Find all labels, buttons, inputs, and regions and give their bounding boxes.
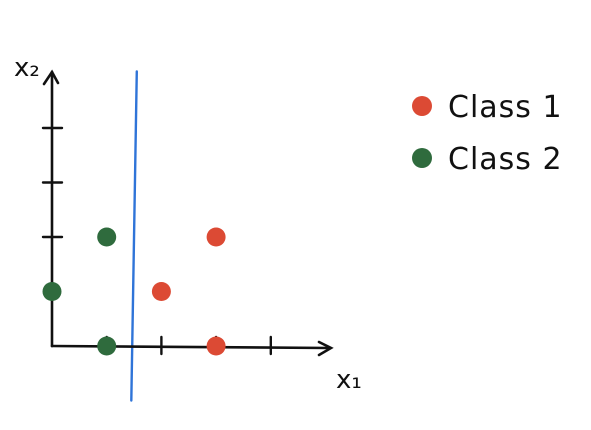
chart-points-layer (42, 227, 226, 356)
data-point-class-2-1 (97, 227, 117, 247)
separator-line (130, 70, 138, 402)
legend-label-class-2: Class 2 (448, 142, 563, 177)
legend-marker-class-1 (412, 96, 432, 116)
data-point-class-2-0 (42, 282, 62, 301)
x-axis-label: x₁ (336, 365, 362, 395)
x-axis-line (50, 344, 332, 350)
y-axis-arrowhead (42, 69, 60, 86)
data-point-class-1-2 (206, 336, 226, 356)
y-axis-label: x₂ (14, 53, 40, 83)
x-axis-arrowhead (317, 340, 334, 357)
chart-axes-layer (42, 69, 334, 357)
data-point-class-2-2 (97, 336, 117, 356)
chart-lines-layer (130, 70, 138, 402)
data-point-class-1-1 (206, 227, 226, 247)
chart-legend: Class 1 Class 2 (412, 90, 563, 177)
legend-label-class-1: Class 1 (448, 90, 563, 125)
legend-marker-class-2 (412, 148, 432, 168)
data-point-class-1-0 (151, 282, 171, 301)
chart-axis-labels-layer: x₂ x₁ (14, 53, 362, 395)
chart-ticks-layer (41, 126, 272, 356)
